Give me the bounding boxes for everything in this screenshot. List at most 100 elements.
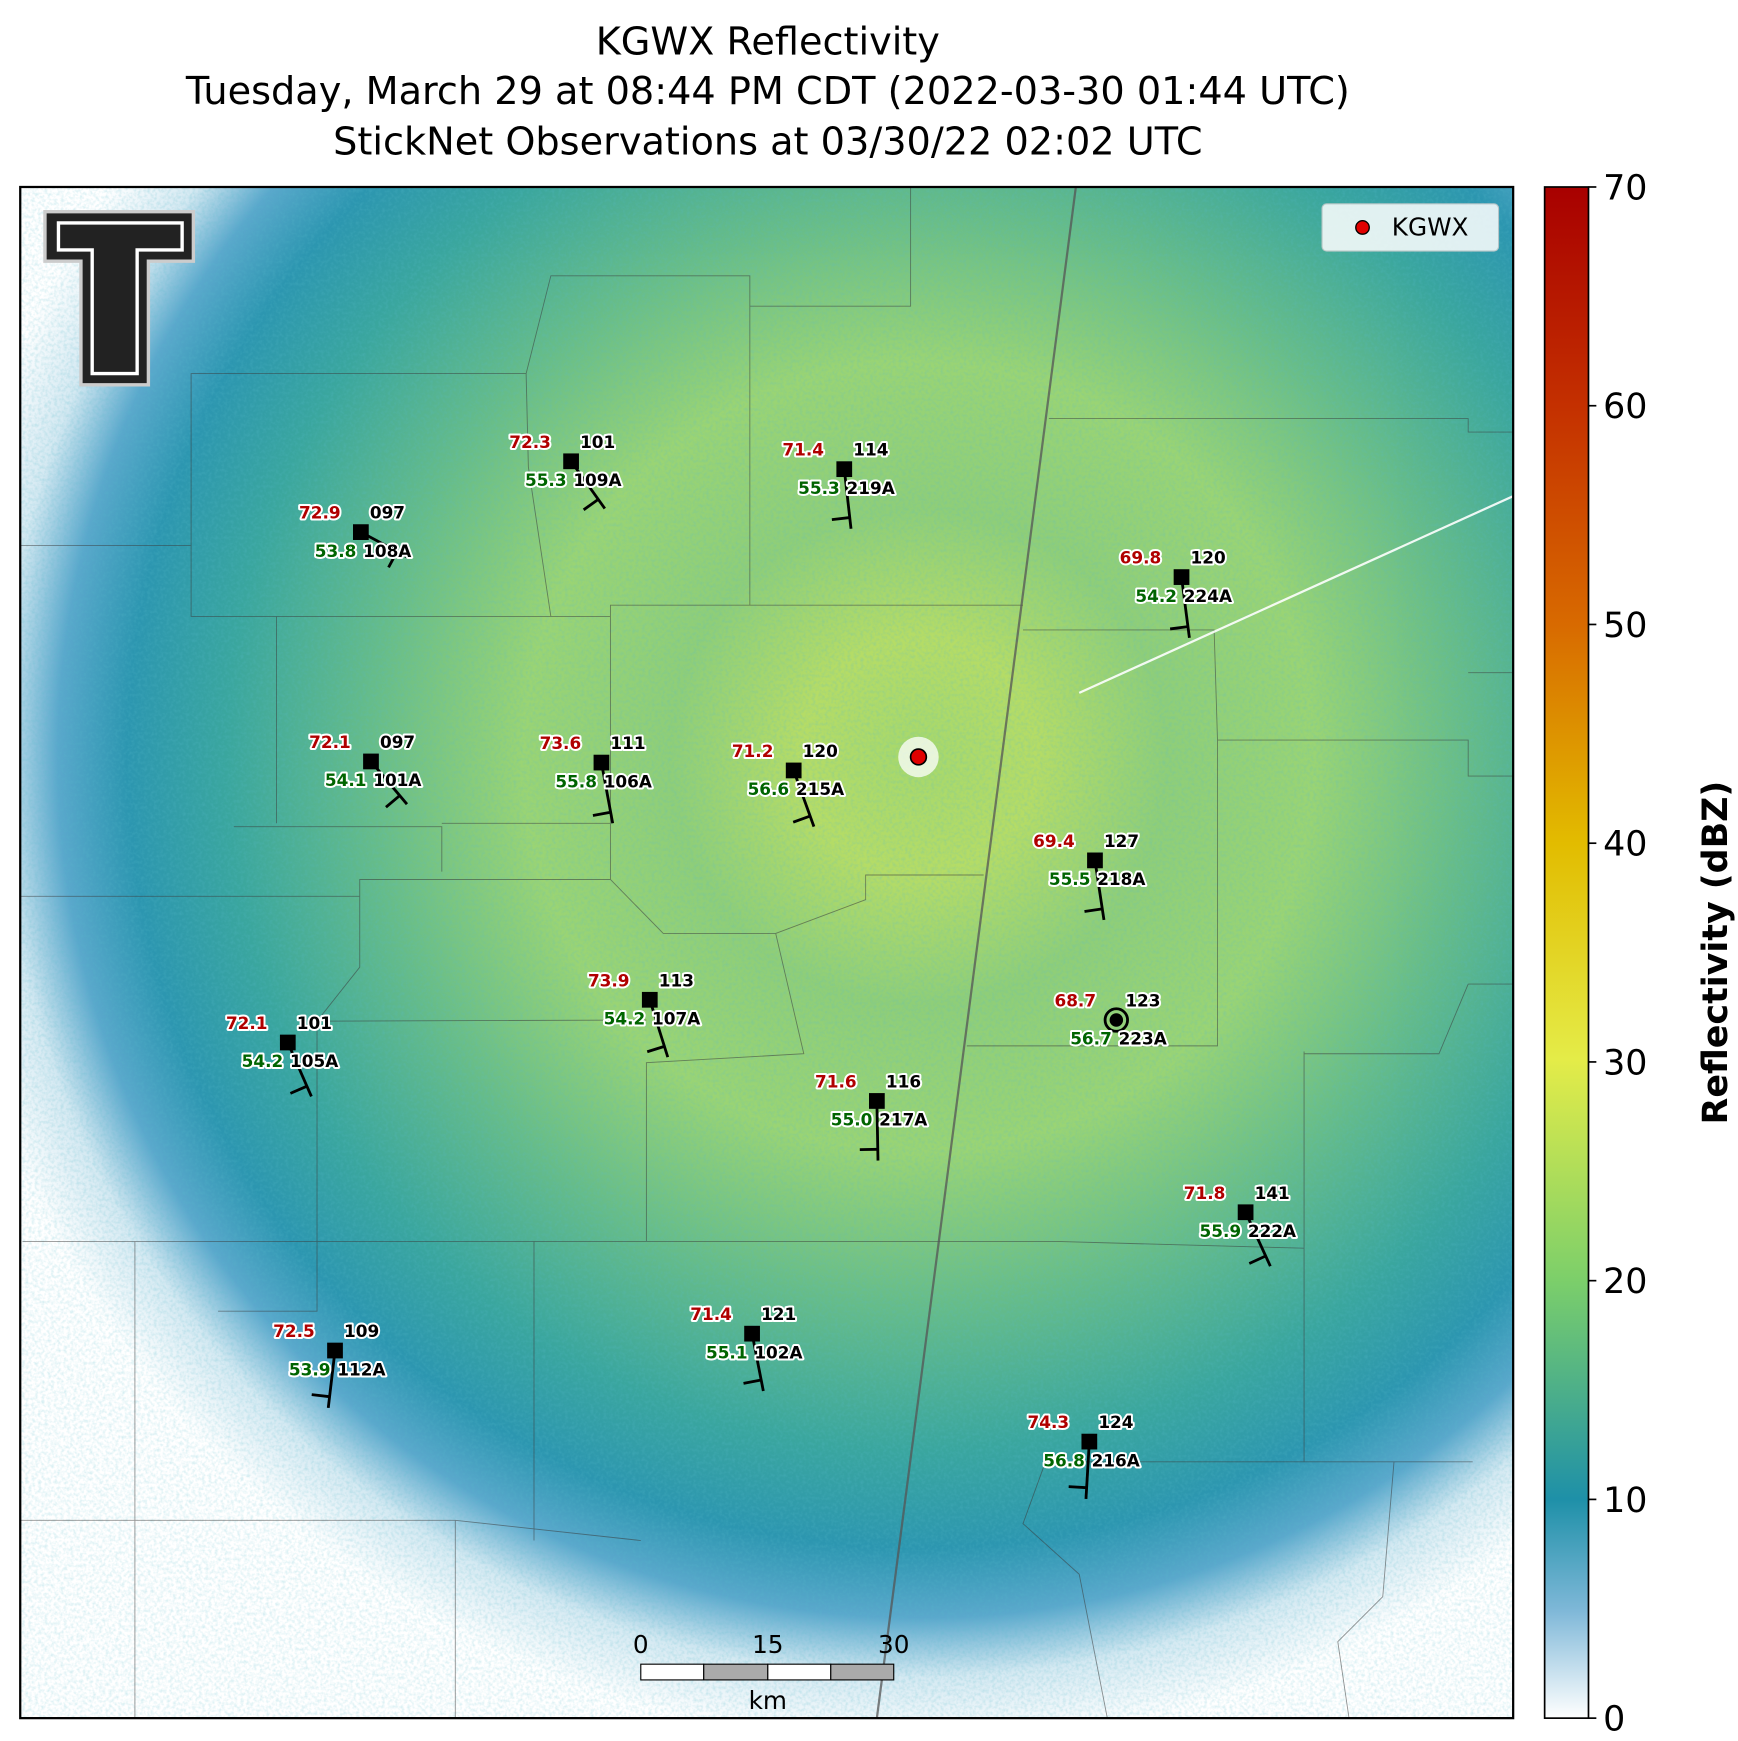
barb-flag: [743, 1378, 762, 1385]
subtitle: StickNet Observations at 03/30/22 02:02 …: [333, 120, 1202, 164]
dewpoint: 56.6: [748, 779, 790, 799]
station-id: 216A: [1092, 1450, 1140, 1470]
station-marker: [869, 1093, 885, 1109]
station-id: 224A: [1184, 586, 1232, 606]
temperature: 69.8: [1120, 548, 1162, 568]
station-id: 102A: [754, 1342, 802, 1362]
pressure: 113: [659, 970, 694, 990]
map-frame: [19, 185, 1515, 1720]
barb-flag: [1084, 907, 1103, 913]
dewpoint: 55.9: [1199, 1221, 1241, 1241]
pressure: 114: [853, 440, 888, 460]
station-marker: [1109, 1013, 1124, 1027]
colorbar-tick-label: 30: [1603, 1043, 1647, 1083]
barb-flag: [385, 794, 401, 809]
station-marker: [327, 1342, 343, 1359]
station-id: 223A: [1119, 1029, 1167, 1049]
station-id: 222A: [1248, 1221, 1296, 1241]
dewpoint: 55.8: [555, 771, 597, 791]
station-calm: [1103, 1007, 1129, 1033]
dewpoint: 53.8: [315, 541, 357, 561]
station-marker: [836, 461, 853, 478]
temperature: 73.9: [588, 970, 630, 990]
wind-barb: [286, 1041, 313, 1098]
colorbar-label: Reflectivity (dBZ): [1696, 781, 1736, 1125]
temperature: 73.6: [540, 733, 582, 753]
barb-flag: [592, 810, 611, 817]
pressure: 101: [580, 432, 615, 452]
title: KGWX Reflectivity: [596, 20, 940, 64]
temperature: 72.1: [226, 1013, 268, 1033]
temperature: 71.6: [815, 1071, 857, 1091]
pressure: 109: [344, 1321, 379, 1341]
colorbar-tick-label: 10: [1603, 1481, 1647, 1521]
station-marker: [785, 762, 802, 779]
wind-barb: [648, 999, 670, 1058]
pressure: 116: [886, 1071, 921, 1091]
station-marker: [1087, 852, 1103, 869]
station-id: 217A: [879, 1110, 927, 1130]
legend-marker: [1355, 220, 1370, 235]
pressure: 141: [1255, 1183, 1290, 1203]
barb-flag: [582, 498, 600, 511]
temperature: 68.7: [1054, 991, 1096, 1011]
station-marker: [744, 1325, 760, 1342]
colorbar-tick-label: 70: [1603, 168, 1647, 208]
radar-site: [909, 748, 928, 766]
wind-barb: [326, 1350, 337, 1409]
scalebar: 0 15 30 km: [633, 1630, 910, 1715]
road: [875, 186, 1077, 1719]
map: [20, 186, 1514, 1719]
dewpoint: 55.3: [798, 478, 840, 498]
wind-barb: [1180, 576, 1191, 638]
scale-unit: km: [749, 1686, 787, 1715]
barb-flag: [1169, 625, 1189, 631]
barb-flag: [311, 1393, 330, 1399]
barb-flag: [646, 1045, 665, 1054]
station-marker: [279, 1034, 296, 1051]
temperature: 72.5: [273, 1321, 315, 1341]
station-id: 112A: [337, 1359, 385, 1379]
temperature: 69.4: [1033, 831, 1075, 851]
temperature: 71.2: [732, 741, 774, 761]
station-marker: [593, 754, 610, 771]
dewpoint: 55.5: [1049, 869, 1091, 889]
scale-label: 30: [878, 1630, 909, 1659]
temperature: 71.4: [782, 440, 824, 460]
radial-artifact: [1078, 495, 1514, 694]
barb-flag: [289, 1084, 308, 1095]
temperature: 72.1: [309, 732, 351, 752]
pressure: 097: [370, 503, 405, 523]
pressure: 124: [1098, 1412, 1133, 1432]
temperature: 72.3: [509, 432, 551, 452]
temperature: 71.4: [690, 1304, 732, 1324]
station-marker: [363, 753, 379, 770]
colorbar-tick-label: 20: [1603, 1262, 1647, 1302]
dewpoint: 56.7: [1070, 1029, 1112, 1049]
pressure: 120: [1191, 548, 1226, 568]
pressure: 123: [1125, 991, 1160, 1011]
scale-label: 15: [752, 1630, 783, 1659]
station-id: 106A: [604, 771, 652, 791]
wind-barb: [875, 1100, 880, 1161]
dewpoint: 54.2: [242, 1051, 284, 1071]
colorbar-tick-label: 50: [1603, 606, 1647, 646]
temperature: 74.3: [1027, 1412, 1069, 1432]
wind-barb: [600, 762, 615, 824]
dewpoint: 55.0: [831, 1110, 873, 1130]
dewpoint: 55.1: [706, 1342, 748, 1362]
colorbar-tick-label: 40: [1603, 825, 1647, 865]
temperature: 72.9: [299, 503, 341, 523]
station-marker: [563, 453, 579, 470]
dewpoint: 53.9: [289, 1359, 331, 1379]
pressure: 120: [803, 741, 838, 761]
reflectivity-texture: [20, 186, 1514, 1719]
station-id: 219A: [847, 478, 895, 498]
pressure: 101: [297, 1013, 332, 1033]
dewpoint: 55.3: [525, 470, 567, 490]
station-id: 218A: [1097, 869, 1145, 889]
pressure: 111: [610, 733, 645, 753]
station-id: 105A: [290, 1051, 338, 1071]
scale-label: 0: [633, 1630, 649, 1659]
